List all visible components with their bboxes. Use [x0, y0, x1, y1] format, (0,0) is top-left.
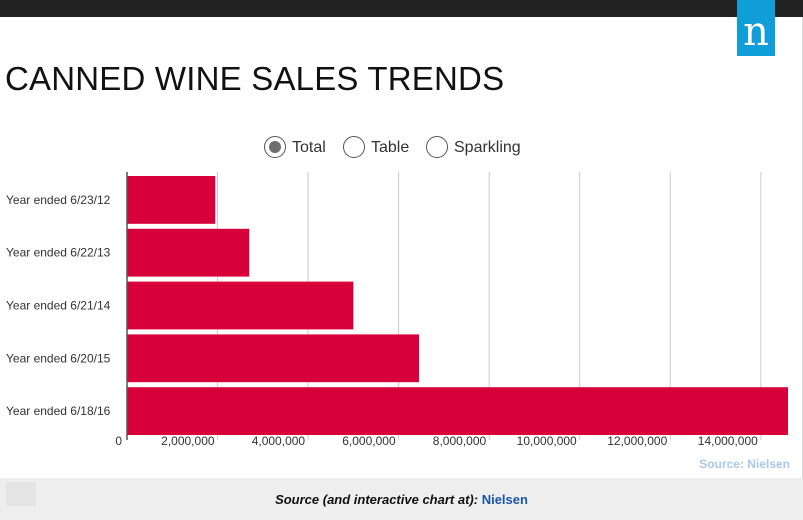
- footer-source: Source (and interactive chart at): Niels…: [0, 492, 803, 507]
- x-tick-label: 6,000,000: [342, 434, 396, 448]
- radio-unchecked-icon[interactable]: [426, 136, 448, 158]
- category-label: Year ended 6/23/12: [6, 193, 111, 207]
- x-tick-label: 10,000,000: [517, 434, 577, 448]
- radio-unchecked-icon[interactable]: [343, 136, 365, 158]
- category-label: Year ended 6/22/13: [6, 246, 111, 260]
- chart-title: CANNED WINE SALES TRENDS: [5, 60, 505, 97]
- x-tick-label: 12,000,000: [607, 434, 667, 448]
- bar: [127, 281, 354, 330]
- chart-frame: n CANNED WINE SALES TRENDS Total Table S…: [0, 0, 803, 478]
- x-tick-label: 0: [115, 434, 122, 448]
- filter-label-sparkling: Sparkling: [454, 139, 521, 156]
- filter-label-total: Total: [292, 139, 326, 156]
- footer-source-link[interactable]: Nielsen: [481, 492, 528, 507]
- corner-button[interactable]: [6, 482, 36, 506]
- footer-text: Source (and interactive chart at):: [275, 492, 482, 507]
- x-tick-label: 8,000,000: [433, 434, 487, 448]
- top-bar: [0, 0, 803, 17]
- source-credit[interactable]: Source: Nielsen: [699, 457, 790, 471]
- nielsen-logo: n: [737, 0, 775, 56]
- bar: [127, 176, 216, 224]
- x-tick-label: 14,000,000: [698, 434, 758, 448]
- category-label: Year ended 6/21/14: [6, 299, 111, 313]
- filter-label-table: Table: [371, 139, 410, 156]
- category-label: Year ended 6/20/15: [6, 351, 111, 365]
- x-tick-label: 4,000,000: [252, 434, 306, 448]
- category-label: Year ended 6/18/16: [6, 404, 111, 418]
- bar-chart: Year ended 6/23/12 Year ended 6/22/13 Year…: [6, 172, 788, 460]
- bar: [127, 334, 420, 383]
- bar: [127, 228, 250, 277]
- x-tick-label: 2,000,000: [161, 434, 215, 448]
- radio-checked-icon[interactable]: [264, 136, 286, 158]
- x-axis-title: $: [458, 458, 466, 460]
- bar: [127, 387, 788, 435]
